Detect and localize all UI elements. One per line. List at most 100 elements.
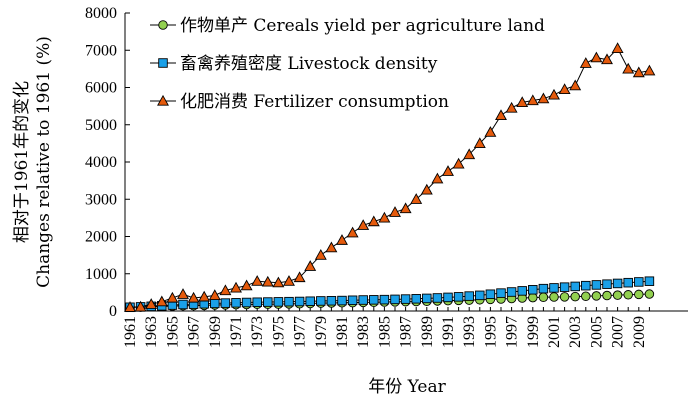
data-point bbox=[124, 301, 136, 312]
data-point bbox=[284, 296, 294, 307]
data-point bbox=[548, 88, 560, 100]
data-point bbox=[634, 277, 644, 287]
data-point bbox=[591, 291, 602, 301]
y-axis-title-chinese: 相对于1961年的变化 bbox=[12, 81, 32, 243]
data-point bbox=[283, 275, 295, 286]
x-tick-label: 1985 bbox=[376, 316, 393, 348]
data-point bbox=[134, 300, 147, 312]
data-point bbox=[453, 292, 464, 302]
x-tick-label: 1977 bbox=[292, 316, 309, 348]
data-point bbox=[634, 289, 644, 300]
data-point bbox=[230, 281, 242, 293]
legend-marker bbox=[158, 20, 168, 30]
x-tick-label: 1987 bbox=[398, 316, 415, 348]
data-point bbox=[570, 281, 580, 292]
data-point bbox=[452, 157, 465, 169]
data-point bbox=[612, 290, 623, 300]
data-point bbox=[602, 279, 612, 289]
data-point bbox=[537, 92, 550, 104]
data-point bbox=[304, 260, 317, 271]
data-point bbox=[549, 292, 559, 302]
data-point bbox=[272, 276, 285, 288]
data-point bbox=[187, 291, 200, 303]
legend-item-3: 化肥消费 Fertilizer consumption bbox=[150, 92, 449, 112]
data-point bbox=[347, 295, 358, 306]
x-axis-title: 年份 Year bbox=[368, 377, 446, 397]
data-point bbox=[590, 51, 603, 63]
data-point bbox=[506, 287, 517, 297]
data-point bbox=[166, 291, 179, 303]
data-point bbox=[443, 292, 453, 303]
y-tick-label: 4000 bbox=[85, 154, 117, 171]
x-tick-label: 1971 bbox=[228, 316, 245, 348]
data-point bbox=[325, 241, 338, 253]
data-point bbox=[473, 137, 486, 148]
data-point bbox=[231, 298, 241, 308]
data-point bbox=[367, 215, 380, 227]
data-point bbox=[251, 275, 264, 286]
data-point bbox=[294, 296, 305, 307]
y-tick-label: 3000 bbox=[85, 191, 117, 208]
y-tick-label: 6000 bbox=[85, 80, 117, 97]
data-point bbox=[316, 296, 326, 306]
x-tick-label: 1967 bbox=[186, 316, 203, 348]
data-point bbox=[219, 284, 232, 296]
data-point bbox=[369, 295, 379, 305]
data-point bbox=[644, 289, 655, 299]
data-point bbox=[273, 297, 284, 307]
data-point bbox=[241, 297, 252, 308]
data-point bbox=[337, 295, 347, 306]
data-point bbox=[399, 202, 412, 214]
y-tick-label: 7000 bbox=[85, 42, 117, 59]
data-point bbox=[178, 299, 188, 310]
data-point bbox=[644, 276, 655, 286]
x-tick-label: 1979 bbox=[313, 316, 330, 348]
data-point bbox=[517, 286, 527, 296]
data-point bbox=[442, 165, 454, 176]
data-point bbox=[378, 211, 391, 223]
data-point bbox=[623, 290, 633, 300]
data-point bbox=[528, 285, 538, 295]
data-point bbox=[643, 64, 656, 76]
data-point bbox=[431, 172, 444, 184]
legend-marker bbox=[157, 94, 169, 106]
data-point bbox=[400, 294, 411, 304]
x-tick-label: 1997 bbox=[504, 316, 521, 348]
data-point bbox=[357, 219, 370, 230]
x-tick-label: 2009 bbox=[631, 316, 648, 348]
x-tick-label: 1981 bbox=[334, 316, 351, 348]
data-point bbox=[326, 296, 337, 306]
data-point bbox=[210, 298, 220, 309]
y-tick-label: 1000 bbox=[85, 266, 117, 283]
data-point bbox=[591, 280, 602, 290]
y-tick-label: 8000 bbox=[85, 5, 117, 22]
x-tick-label: 1995 bbox=[482, 316, 499, 348]
series-3 bbox=[124, 42, 656, 312]
x-tick-label: 1965 bbox=[164, 316, 181, 348]
data-point bbox=[538, 292, 549, 302]
data-point bbox=[420, 183, 433, 195]
data-point bbox=[263, 297, 273, 307]
data-point bbox=[601, 53, 613, 65]
legend-label: 作物单产 Cereals yield per agriculture land bbox=[180, 16, 545, 36]
data-point bbox=[570, 291, 580, 302]
data-point bbox=[208, 289, 221, 300]
data-point bbox=[411, 294, 421, 304]
data-point bbox=[177, 288, 189, 299]
x-tick-label: 1963 bbox=[143, 316, 160, 348]
data-point bbox=[463, 148, 476, 160]
x-tick-label: 1969 bbox=[207, 316, 224, 348]
data-point bbox=[240, 279, 253, 291]
data-point bbox=[198, 290, 211, 302]
y-tick-label: 5000 bbox=[85, 117, 117, 134]
data-point bbox=[538, 283, 549, 294]
x-tick-label: 1961 bbox=[122, 316, 139, 348]
data-point bbox=[612, 278, 623, 289]
legend-label: 畜禽养殖密度 Livestock density bbox=[180, 54, 438, 74]
x-tick-label: 1999 bbox=[525, 316, 542, 348]
data-point bbox=[464, 291, 474, 301]
data-point bbox=[495, 109, 507, 121]
